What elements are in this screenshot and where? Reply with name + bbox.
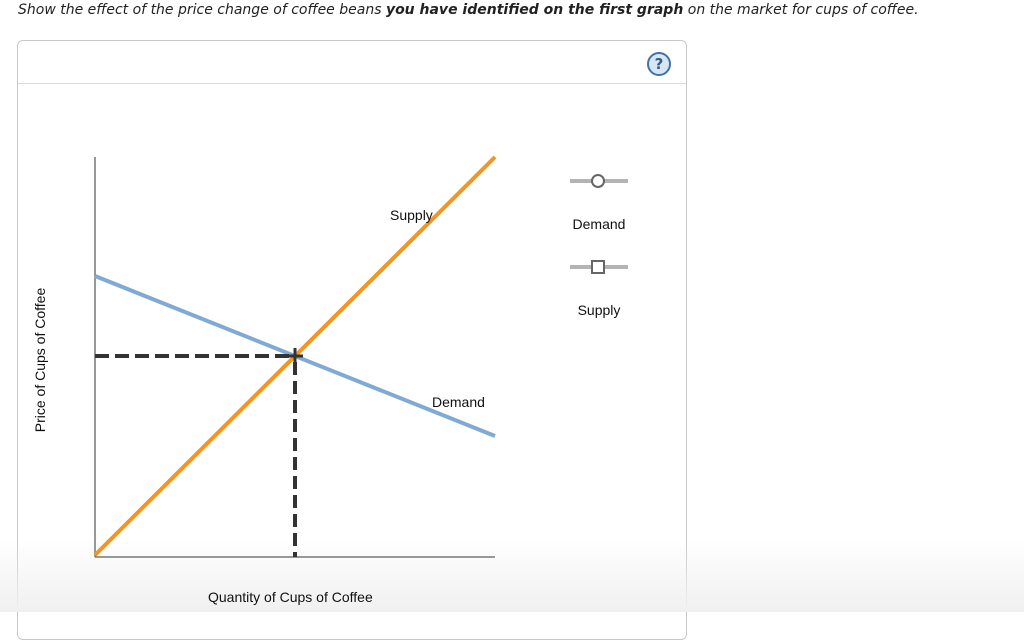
legend-label-supply: Supply xyxy=(577,302,621,318)
legend-label-demand: Demand xyxy=(572,216,626,232)
equilibrium-point-marker[interactable] xyxy=(283,347,307,366)
prompt-text-2: on the market for cups of coffee. xyxy=(683,2,919,18)
y-axis-label: Price of Cups of Coffee xyxy=(32,287,48,433)
prompt-text-bold: you have identified on the first graph xyxy=(385,2,684,18)
demand-curve-label: Demand xyxy=(432,394,485,410)
chart-canvas[interactable] xyxy=(0,0,1024,612)
prompt-text-1: Show the effect of the price change of c… xyxy=(18,2,386,18)
bottom-fade xyxy=(0,540,1024,612)
panel-header xyxy=(18,41,686,84)
supply-line-tool-icon[interactable] xyxy=(570,260,628,274)
help-icon[interactable]: ? xyxy=(647,52,671,76)
question-prompt: Show the effect of the price change of c… xyxy=(18,2,919,18)
demand-line-tool-icon[interactable] xyxy=(570,174,628,188)
x-axis-label: Quantity of Cups of Coffee xyxy=(208,589,373,605)
supply-curve-label: Supply xyxy=(390,207,433,223)
